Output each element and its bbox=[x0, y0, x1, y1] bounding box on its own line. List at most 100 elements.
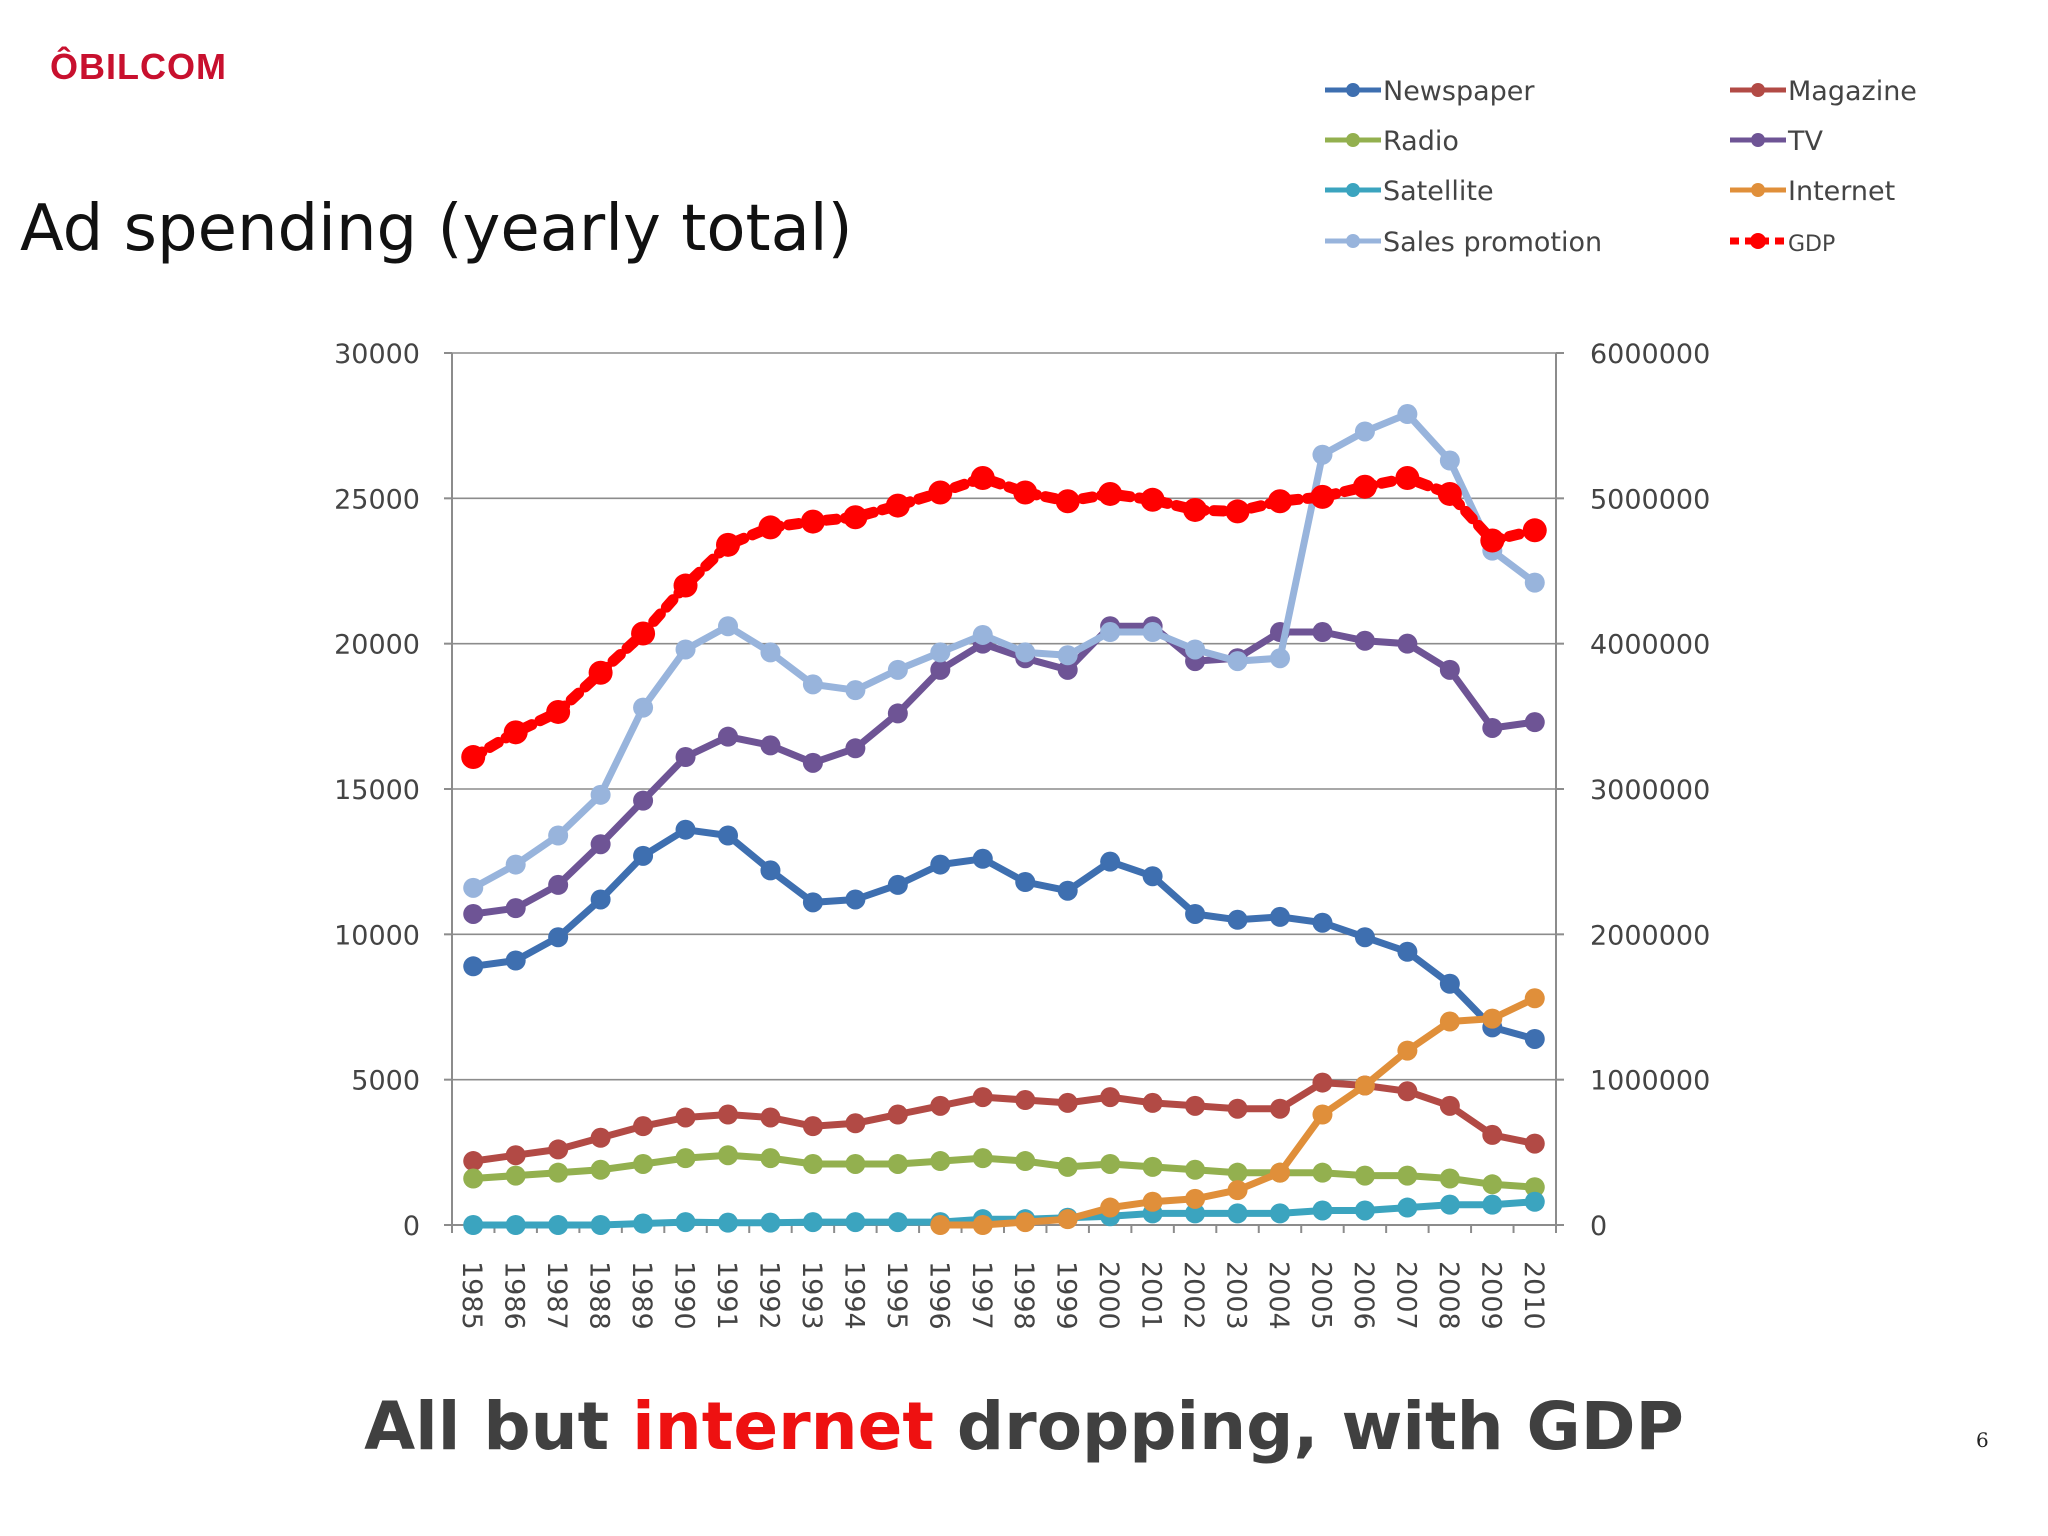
data-point-sales-promotion bbox=[760, 642, 781, 663]
data-point-newspaper bbox=[675, 819, 696, 840]
data-point-internet bbox=[972, 1215, 993, 1235]
left-tick-label: 0 bbox=[403, 1211, 420, 1242]
data-point-gdp bbox=[588, 660, 613, 685]
data-point-radio bbox=[1057, 1156, 1078, 1177]
data-point-newspaper bbox=[633, 845, 654, 866]
data-point-gdp bbox=[1522, 518, 1547, 543]
data-point-tv bbox=[1057, 659, 1078, 680]
data-point-newspaper bbox=[1397, 941, 1418, 962]
data-point-radio bbox=[548, 1162, 569, 1183]
data-point-satellite bbox=[845, 1212, 866, 1233]
data-point-tv bbox=[1482, 717, 1503, 738]
data-point-newspaper bbox=[1057, 880, 1078, 901]
data-point-satellite bbox=[590, 1215, 611, 1235]
data-point-gdp bbox=[1013, 480, 1038, 505]
data-point-radio bbox=[1439, 1168, 1460, 1189]
data-point-tv bbox=[802, 752, 823, 773]
x-tick-label: 2000 bbox=[1093, 1261, 1124, 1330]
data-point-magazine bbox=[505, 1145, 526, 1166]
legend-swatch-marker bbox=[1751, 133, 1765, 147]
data-point-radio bbox=[1482, 1174, 1503, 1195]
data-point-gdp bbox=[928, 480, 953, 505]
legend-swatch-marker bbox=[1750, 233, 1766, 249]
data-point-tv bbox=[718, 726, 738, 747]
data-point-radio bbox=[1185, 1159, 1206, 1180]
data-point-sales-promotion bbox=[1057, 645, 1078, 666]
data-point-tv bbox=[1312, 622, 1333, 643]
series-line-magazine bbox=[469, 1079, 1539, 1165]
data-point-internet bbox=[930, 1215, 951, 1235]
series-newspaper bbox=[463, 819, 1545, 1049]
data-point-gdp bbox=[1310, 484, 1335, 509]
data-point-tv bbox=[548, 874, 569, 895]
data-point-tv bbox=[845, 738, 866, 759]
right-tick-label: 1000000 bbox=[1590, 1066, 1710, 1097]
data-point-internet bbox=[1057, 1209, 1078, 1230]
data-point-magazine bbox=[1439, 1095, 1460, 1116]
legend-swatch-marker bbox=[1751, 83, 1765, 97]
data-point-tv bbox=[1524, 712, 1545, 733]
caption-highlight: internet bbox=[632, 1388, 934, 1465]
legend-swatch-marker bbox=[1346, 133, 1360, 147]
data-point-radio bbox=[930, 1151, 951, 1172]
data-point-satellite bbox=[463, 1215, 484, 1235]
data-point-magazine bbox=[675, 1107, 696, 1128]
data-point-sales-promotion bbox=[1142, 622, 1163, 643]
data-point-radio bbox=[463, 1168, 484, 1189]
data-point-magazine bbox=[972, 1087, 993, 1108]
x-tick-label: 1993 bbox=[796, 1261, 827, 1330]
data-point-sales-promotion bbox=[1015, 642, 1036, 663]
legend-item-newspaper: Newspaper bbox=[1325, 76, 1535, 107]
data-point-radio bbox=[1524, 1177, 1545, 1198]
company-logo: ÔBILCOM bbox=[50, 46, 227, 87]
left-tick-label: 20000 bbox=[334, 630, 420, 661]
data-point-satellite bbox=[1227, 1203, 1248, 1224]
chart-series bbox=[461, 404, 1547, 1235]
data-point-sales-promotion bbox=[887, 659, 908, 680]
data-point-newspaper bbox=[1439, 973, 1460, 994]
data-point-sales-promotion bbox=[930, 642, 951, 663]
data-point-radio bbox=[802, 1153, 823, 1174]
data-point-sales-promotion bbox=[972, 624, 993, 645]
right-tick-label: 4000000 bbox=[1590, 630, 1710, 661]
legend-label: Newspaper bbox=[1383, 76, 1535, 107]
data-point-tv bbox=[463, 903, 484, 924]
data-point-newspaper bbox=[760, 860, 781, 881]
data-point-gdp bbox=[631, 621, 656, 646]
data-point-internet bbox=[1312, 1104, 1333, 1125]
x-tick-label: 1988 bbox=[584, 1261, 615, 1330]
x-tick-label: 2002 bbox=[1178, 1261, 1209, 1330]
data-point-magazine bbox=[845, 1113, 866, 1134]
left-tick-label: 15000 bbox=[334, 775, 420, 806]
data-point-magazine bbox=[463, 1151, 484, 1172]
x-tick-label: 1996 bbox=[923, 1261, 954, 1330]
data-point-internet bbox=[1270, 1162, 1290, 1183]
right-tick-label: 3000000 bbox=[1590, 775, 1710, 806]
data-point-gdp bbox=[1225, 499, 1250, 524]
series-line-radio bbox=[469, 1151, 1539, 1191]
data-point-magazine bbox=[590, 1127, 611, 1148]
data-point-sales-promotion bbox=[1354, 421, 1375, 442]
data-point-sales-promotion bbox=[590, 784, 611, 805]
data-point-newspaper bbox=[1100, 851, 1121, 872]
legend-label: TV bbox=[1787, 126, 1823, 157]
data-point-sales-promotion bbox=[1397, 404, 1418, 425]
data-point-satellite bbox=[505, 1215, 526, 1235]
data-point-newspaper bbox=[590, 889, 611, 910]
data-point-gdp bbox=[1183, 497, 1208, 522]
data-point-tv bbox=[633, 790, 654, 811]
data-point-sales-promotion bbox=[548, 825, 569, 846]
data-point-satellite bbox=[1312, 1200, 1333, 1221]
data-point-gdp bbox=[1098, 481, 1123, 506]
series-internet bbox=[930, 988, 1545, 1235]
x-tick-label: 2007 bbox=[1390, 1261, 1421, 1330]
data-point-magazine bbox=[1397, 1081, 1418, 1102]
data-point-newspaper bbox=[548, 927, 569, 948]
data-point-sales-promotion bbox=[1270, 648, 1290, 669]
data-point-satellite bbox=[1354, 1200, 1375, 1221]
legend-label: Magazine bbox=[1788, 76, 1917, 107]
data-point-magazine bbox=[1185, 1095, 1206, 1116]
data-point-magazine bbox=[1015, 1090, 1036, 1111]
data-point-internet bbox=[1524, 988, 1545, 1009]
x-tick-label: 2009 bbox=[1475, 1261, 1506, 1330]
